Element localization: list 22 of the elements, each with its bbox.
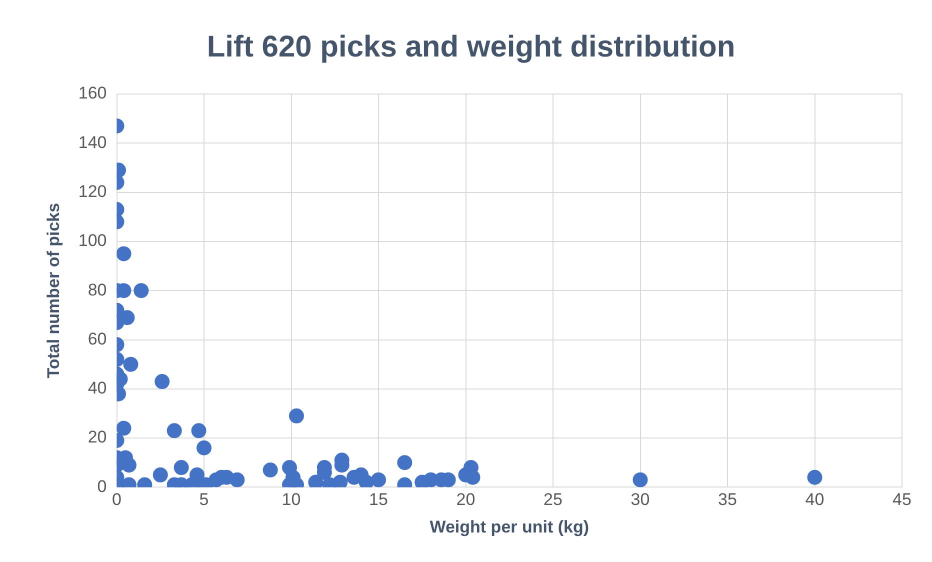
y-tick-label: 60 [88, 329, 107, 348]
x-tick-label: 30 [630, 490, 650, 510]
y-tick-label: 80 [88, 280, 107, 300]
x-tick-label: 25 [544, 490, 562, 510]
y-tick-label: 40 [88, 378, 107, 398]
x-tick-label: 0 [112, 490, 122, 510]
x-tick-label: 35 [718, 490, 737, 510]
x-tick-label: 15 [369, 490, 388, 510]
x-tick-label: 45 [892, 490, 912, 510]
y-tick-label: 140 [78, 132, 107, 152]
x-axis-title: Weight per unit (kg) [430, 517, 590, 536]
x-tick-label: 5 [199, 490, 209, 510]
x-tick-label: 10 [282, 490, 301, 510]
chart-title: Lift 620 picks and weight distribution [206, 30, 736, 64]
y-tick-label: 0 [97, 476, 107, 496]
y-tick-label: 100 [78, 231, 107, 250]
y-tick-label: 160 [78, 84, 107, 103]
y-tick-label: 120 [78, 182, 107, 201]
y-axis-title: Total number of picks [44, 202, 63, 378]
x-tick-label: 40 [805, 490, 824, 510]
y-tick-label: 20 [88, 428, 107, 447]
x-tick-label: 20 [456, 490, 476, 510]
